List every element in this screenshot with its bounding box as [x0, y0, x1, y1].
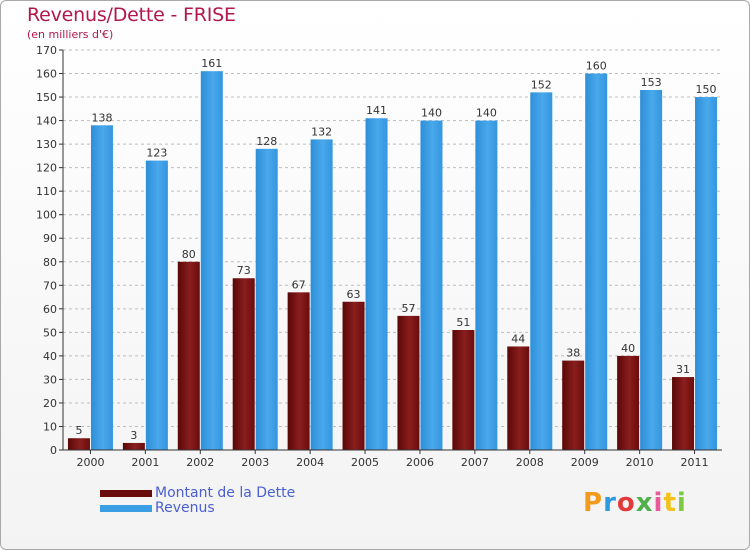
data-label-debt: 67: [292, 278, 306, 291]
data-label-revenue: 123: [146, 147, 167, 160]
data-label-revenue: 128: [256, 135, 277, 148]
data-label-revenue: 152: [531, 78, 552, 91]
data-label-debt: 38: [566, 347, 580, 360]
data-label-debt: 57: [401, 302, 415, 315]
y-tick-label: 140: [36, 115, 57, 128]
y-tick-label: 120: [36, 162, 57, 175]
y-tick-label: 110: [36, 185, 57, 198]
bar-debt: [452, 330, 475, 450]
y-tick-label: 100: [36, 209, 57, 222]
proxiti-logo: Proxiti: [583, 488, 687, 518]
x-tick-label: 2007: [461, 456, 489, 469]
bar-debt: [507, 346, 530, 450]
x-tick-label: 2001: [131, 456, 159, 469]
y-tick-label: 50: [43, 326, 57, 339]
bar-revenue: [255, 148, 278, 450]
legend-swatch-debt: [100, 490, 152, 497]
data-label-revenue: 138: [91, 111, 112, 124]
legend-label-debt: Montant de la Dette: [155, 485, 296, 501]
y-tick-label: 30: [43, 373, 57, 386]
bar-revenue: [310, 139, 333, 451]
logo-letter: x: [635, 488, 654, 518]
bar-revenue: [695, 97, 718, 450]
bar-revenue: [640, 90, 663, 450]
data-label-debt: 44: [511, 332, 525, 345]
data-label-revenue: 150: [696, 83, 717, 96]
logo-letter: t: [663, 488, 677, 518]
bar-debt: [177, 261, 200, 450]
x-tick-label: 2005: [351, 456, 379, 469]
bars: [67, 71, 718, 451]
bar-revenue: [145, 160, 168, 450]
data-label-debt: 80: [182, 248, 196, 261]
data-labels: 5 138 3 123 80 161 73 128 67 132 63 141 57 140 51 140 44…: [75, 57, 716, 442]
y-tick-label: 10: [43, 420, 57, 433]
x-tick-label: 2006: [406, 456, 434, 469]
data-label-debt: 3: [130, 429, 137, 442]
y-tick-label: 130: [36, 138, 57, 151]
data-label-debt: 5: [75, 424, 82, 437]
data-label-revenue: 153: [641, 76, 662, 89]
data-label-revenue: 140: [476, 107, 497, 120]
y-tick-label: 160: [36, 68, 57, 81]
bar-debt: [342, 301, 365, 450]
data-label-revenue: 161: [201, 57, 222, 70]
x-tick-label: 2003: [241, 456, 269, 469]
bar-debt: [287, 292, 310, 450]
y-tick-label: 170: [36, 44, 57, 57]
data-label-debt: 51: [456, 316, 470, 329]
bar-debt: [562, 360, 585, 450]
y-tick-label: 90: [43, 232, 57, 245]
data-label-revenue: 141: [366, 104, 387, 117]
data-label-debt: 40: [621, 342, 635, 355]
y-tick-label: 0: [50, 444, 57, 457]
y-tick-label: 150: [36, 91, 57, 104]
bar-debt: [67, 438, 90, 450]
bar-revenue: [475, 120, 498, 451]
bar-debt: [122, 442, 145, 450]
data-label-debt: 63: [347, 288, 361, 301]
x-tick-label: 2008: [516, 456, 544, 469]
x-tick-label: 2011: [681, 456, 709, 469]
chart-title: Revenus/Dette - FRISE: [27, 4, 236, 26]
logo-letter: i: [676, 488, 687, 518]
y-tick-label: 70: [43, 279, 57, 292]
bar-revenue: [420, 120, 443, 451]
x-tick-label: 2004: [296, 456, 324, 469]
bar-debt: [672, 377, 695, 450]
bar-revenue: [90, 125, 113, 450]
data-label-debt: 73: [237, 264, 251, 277]
data-label-debt: 31: [676, 363, 690, 376]
legend-swatch-revenue: [100, 505, 152, 512]
bar-revenue: [585, 73, 608, 450]
legend-label-revenue: Revenus: [155, 500, 215, 516]
logo-letter: P: [583, 488, 604, 518]
grid-lines: [63, 49, 722, 427]
bar-revenue: [200, 71, 223, 451]
data-label-revenue: 160: [586, 60, 607, 73]
bar-revenue: [365, 118, 388, 450]
bar-debt: [617, 355, 640, 450]
axes: 0 10 20 30 40 50 60 70 80 90 100 110 120 130 140 150 160…: [36, 44, 722, 469]
x-tick-label: 2010: [626, 456, 654, 469]
logo-letter: r: [603, 488, 617, 518]
logo-letter: o: [616, 488, 636, 518]
chart-subtitle: (en milliers d'€): [27, 28, 114, 41]
x-tick-label: 2002: [186, 456, 214, 469]
y-tick-label: 40: [43, 350, 57, 363]
y-tick-label: 20: [43, 397, 57, 410]
x-tick-label: 2009: [571, 456, 599, 469]
x-tick-label: 2000: [76, 456, 104, 469]
bar-debt: [232, 278, 255, 450]
y-tick-label: 60: [43, 303, 57, 316]
data-label-revenue: 132: [311, 125, 332, 138]
bar-debt: [397, 315, 420, 450]
data-label-revenue: 140: [421, 107, 442, 120]
logo-letter: i: [653, 488, 664, 518]
y-tick-label: 80: [43, 256, 57, 269]
bar-revenue: [530, 92, 553, 451]
